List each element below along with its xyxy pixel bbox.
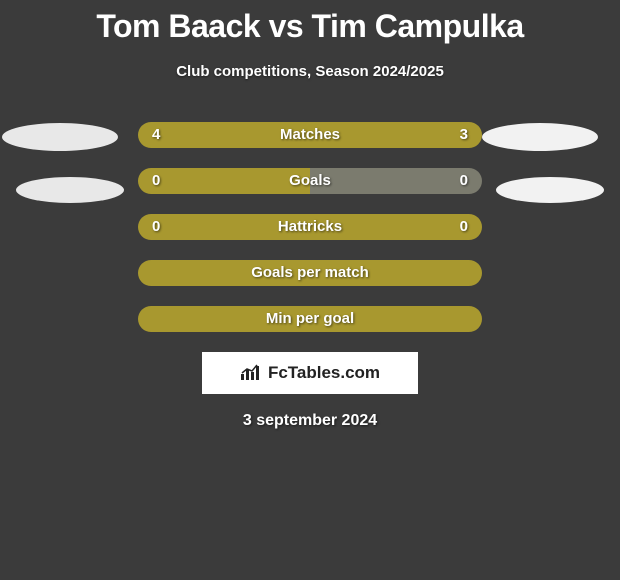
vs-separator: vs bbox=[269, 8, 304, 44]
bar-left bbox=[138, 214, 310, 240]
comparison-card: Tom Baack vs Tim Campulka Club competiti… bbox=[0, 0, 620, 580]
stat-rows: 43Matches00Goals00HattricksGoals per mat… bbox=[0, 122, 620, 332]
bar-track bbox=[138, 214, 482, 240]
bar-left bbox=[138, 168, 310, 194]
value-right: 0 bbox=[460, 214, 468, 240]
bar-track bbox=[138, 168, 482, 194]
stat-row: 00Goals bbox=[0, 168, 620, 194]
player1-name: Tom Baack bbox=[96, 8, 260, 44]
stat-row: Min per goal bbox=[0, 306, 620, 332]
bar-right bbox=[310, 168, 482, 194]
stat-row: Goals per match bbox=[0, 260, 620, 286]
bar-right bbox=[310, 260, 482, 286]
bar-right bbox=[310, 306, 482, 332]
value-left: 4 bbox=[152, 122, 160, 148]
value-left: 0 bbox=[152, 214, 160, 240]
bar-track bbox=[138, 260, 482, 286]
value-right: 0 bbox=[460, 168, 468, 194]
value-right: 3 bbox=[460, 122, 468, 148]
value-left: 0 bbox=[152, 168, 160, 194]
snapshot-date: 3 september 2024 bbox=[0, 412, 620, 430]
page-title: Tom Baack vs Tim Campulka bbox=[0, 8, 620, 45]
source-logo: FcTables.com bbox=[202, 352, 418, 394]
bar-track bbox=[138, 122, 482, 148]
logo-text: FcTables.com bbox=[268, 363, 380, 383]
bar-left bbox=[138, 122, 334, 148]
stat-row: 43Matches bbox=[0, 122, 620, 148]
bar-left bbox=[138, 260, 310, 286]
subtitle: Club competitions, Season 2024/2025 bbox=[0, 63, 620, 80]
player2-name: Tim Campulka bbox=[312, 8, 524, 44]
stat-row: 00Hattricks bbox=[0, 214, 620, 240]
bar-right bbox=[310, 214, 482, 240]
bar-track bbox=[138, 306, 482, 332]
bar-left bbox=[138, 306, 310, 332]
bar-chart-icon bbox=[240, 364, 262, 382]
